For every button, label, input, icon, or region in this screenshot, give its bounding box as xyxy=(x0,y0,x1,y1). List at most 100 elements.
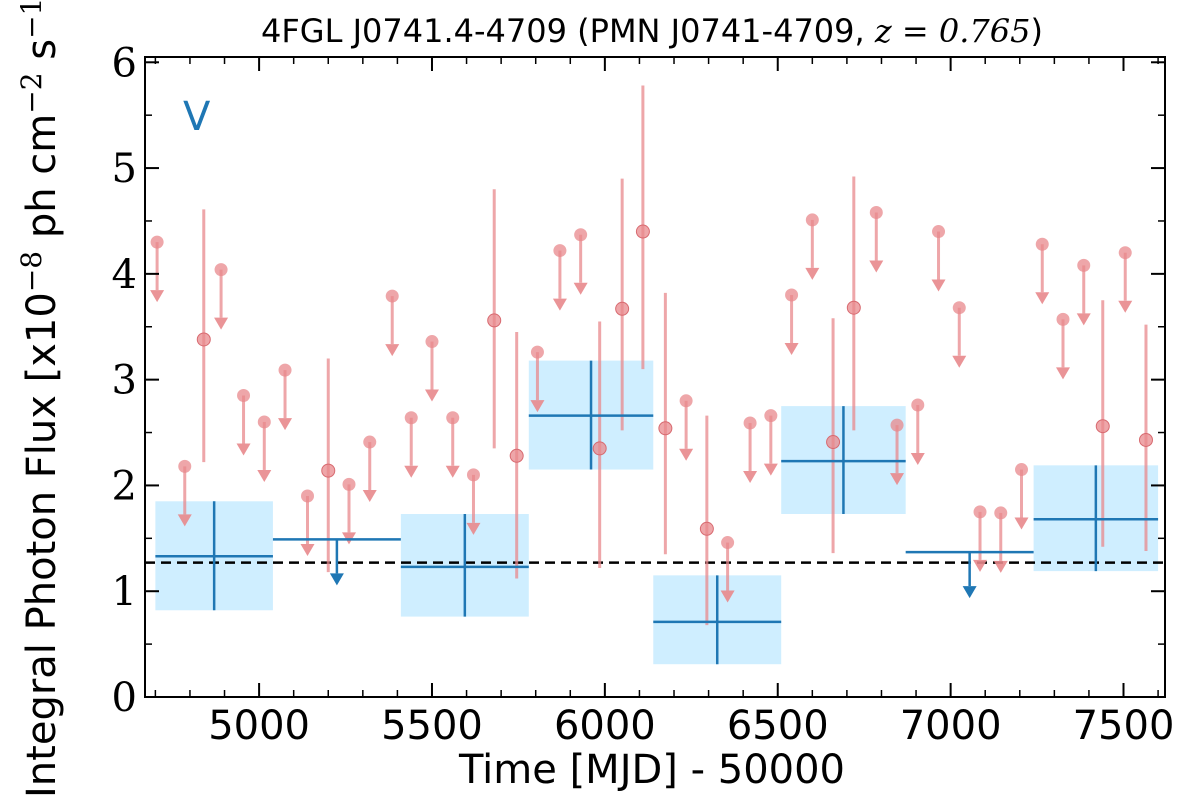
short-upper-limit-arrow xyxy=(973,559,988,572)
short-upper-limit-arrow xyxy=(1014,517,1029,530)
short-upper-limit-arrow xyxy=(573,282,588,295)
short-detection-point xyxy=(826,435,841,450)
short-upper-limit-point xyxy=(553,244,567,258)
short-upper-limit-point xyxy=(278,363,292,377)
short-upper-limit-arrow xyxy=(869,260,884,273)
short-upper-limit-point xyxy=(952,301,966,315)
short-detection-point xyxy=(487,313,502,328)
short-upper-limit-arrow xyxy=(300,544,315,557)
x-tick-label: 7500 xyxy=(1073,703,1175,749)
short-upper-limit-point xyxy=(679,394,693,408)
short-upper-limit-point xyxy=(764,409,778,423)
short-upper-limit-arrow xyxy=(1118,300,1133,313)
short-upper-limit-point xyxy=(342,477,356,491)
short-upper-limit-point xyxy=(911,398,925,412)
short-upper-limit-point xyxy=(404,411,418,425)
panel-label: V xyxy=(183,94,211,140)
short-upper-limit-point xyxy=(743,416,757,430)
short-detection-point xyxy=(592,441,607,456)
short-upper-limit-point xyxy=(785,288,799,302)
short-upper-limit-arrow xyxy=(257,469,272,482)
short-upper-limit-point xyxy=(1056,312,1070,326)
short-detection-point xyxy=(658,421,673,436)
y-axis-label-main: Integral Photon Flux [x10 xyxy=(19,292,65,798)
y-tick-label: 5 xyxy=(112,146,137,192)
short-detection-point xyxy=(635,224,650,239)
short-upper-limit-point xyxy=(869,206,883,220)
short-upper-limit-point xyxy=(446,411,460,425)
short-upper-limit-point xyxy=(994,506,1008,520)
short-upper-limit-point xyxy=(1035,237,1049,251)
y-tick-label: 0 xyxy=(112,675,137,721)
short-detection-point xyxy=(196,332,211,347)
short-upper-limit-point xyxy=(890,418,904,432)
short-upper-limit-arrow xyxy=(278,418,293,431)
short-upper-limit-arrow xyxy=(466,522,481,535)
short-upper-limit-arrow xyxy=(1035,292,1050,305)
short-detection-point xyxy=(1095,419,1110,434)
chart-title-prefix: 4FGL J0741.4-4709 (PMN J0741-4709, xyxy=(261,12,875,50)
short-upper-limit-point xyxy=(237,389,251,403)
short-detection-point xyxy=(699,521,714,536)
y-axis-label-exp2: −2 xyxy=(15,72,48,113)
short-upper-limit-point xyxy=(178,459,192,473)
short-upper-limit-point xyxy=(257,415,271,429)
short-upper-limit-point xyxy=(363,435,377,449)
y-axis-label-exp3: −1 xyxy=(15,0,48,39)
short-upper-limit-arrow xyxy=(424,389,439,402)
y-tick-label: 6 xyxy=(112,40,137,86)
short-upper-limit-point xyxy=(301,489,315,503)
x-tick-label: 7000 xyxy=(900,703,1002,749)
short-upper-limit-point xyxy=(1015,463,1029,477)
y-tick-label: 2 xyxy=(112,463,137,509)
short-upper-limit-arrow xyxy=(385,344,400,357)
short-upper-limit-point xyxy=(932,225,946,239)
axes-layer: 5000 5500 6000 6500 7000 7500 0 1 2 3 4 5 6 xyxy=(112,40,1175,749)
short-upper-limit-arrow xyxy=(1056,367,1070,380)
short-upper-limit-point xyxy=(805,213,819,227)
short-upper-limit-point xyxy=(385,289,399,303)
short-upper-limit-point xyxy=(1077,258,1091,272)
x-tick-label: 5500 xyxy=(381,703,483,749)
y-axis-label-s: s xyxy=(19,39,65,73)
short-upper-limit-arrow xyxy=(784,343,799,356)
short-upper-limit-arrow xyxy=(743,471,758,484)
short-upper-limit-arrow xyxy=(236,443,251,456)
plot-frame xyxy=(144,56,1166,698)
plot-data-layer xyxy=(145,85,1165,665)
short-upper-limit-point xyxy=(466,468,480,482)
x-tick-label: 5000 xyxy=(208,703,310,749)
short-upper-limit-point xyxy=(1118,246,1132,260)
short-upper-limit-point xyxy=(530,345,544,359)
short-upper-limit-arrow xyxy=(931,279,946,292)
short-upper-limit-arrow xyxy=(805,267,820,280)
short-upper-limit-arrow xyxy=(720,590,735,603)
short-upper-limit-arrow xyxy=(362,490,377,503)
short-upper-limit-arrow xyxy=(993,560,1008,573)
y-axis-label-exp1: −8 xyxy=(15,251,48,292)
short-upper-limit-point xyxy=(574,228,588,242)
short-upper-limit-arrow xyxy=(530,400,545,413)
chart-title: 4FGL J0741.4-4709 (PMN J0741-4709, z = 0… xyxy=(261,12,1043,50)
x-tick-label: 6000 xyxy=(554,703,656,749)
long-upper-limit-arrow xyxy=(329,573,344,586)
y-tick-label: 1 xyxy=(112,569,137,615)
short-upper-limit-arrow xyxy=(763,463,778,476)
short-upper-limit-arrow xyxy=(445,465,460,478)
short-detection-point xyxy=(509,448,524,463)
short-upper-limit-arrow xyxy=(1076,313,1091,326)
short-upper-limit-point xyxy=(973,505,987,519)
chart-title-math: z = 0.765 xyxy=(874,12,1031,50)
short-upper-limit-point xyxy=(721,536,735,550)
x-axis-label: Time [MJD] - 50000 xyxy=(458,747,845,793)
y-axis-label: Integral Photon Flux [x10−8 ph cm−2 s−1] xyxy=(15,0,65,798)
short-upper-limit-point xyxy=(214,263,228,277)
long-upper-limit-arrow xyxy=(962,586,977,599)
short-upper-limit-arrow xyxy=(679,448,694,461)
y-tick-label: 3 xyxy=(112,358,137,404)
short-upper-limit-arrow xyxy=(404,465,419,478)
text-layer: 4FGL J0741.4-4709 (PMN J0741-4709, z = 0… xyxy=(15,0,1043,798)
short-upper-limit-arrow xyxy=(214,317,229,330)
